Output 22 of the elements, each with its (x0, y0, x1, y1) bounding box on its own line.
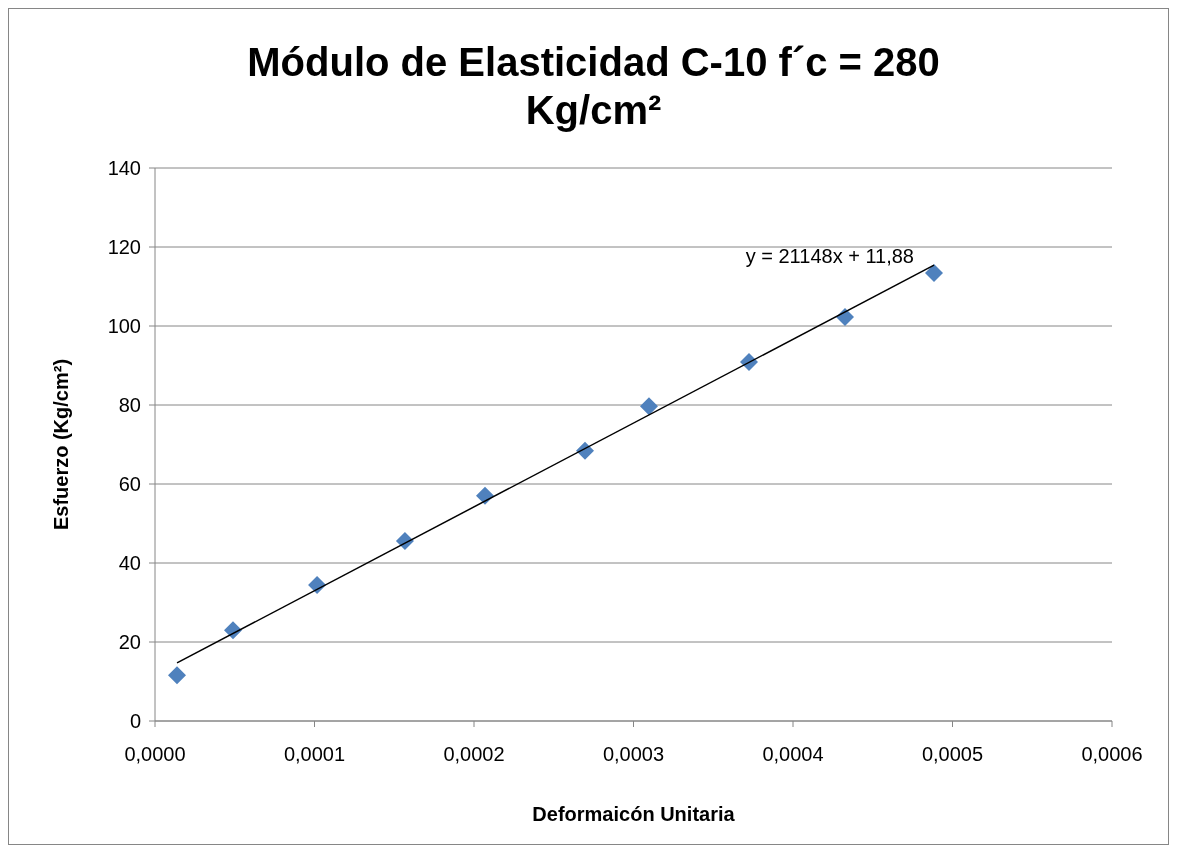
x-tick-label: 0,0000 (124, 743, 186, 765)
y-tick-label: 100 (107, 315, 141, 337)
chart-title: Módulo de Elasticidad C-10 f´c = 280 Kg/cm² (247, 40, 940, 132)
y-tick-label: 20 (118, 631, 141, 653)
y-tick-label: 60 (118, 473, 141, 495)
y-tick-label: 120 (107, 236, 141, 258)
x-tick-label: 0,0006 (1081, 743, 1143, 765)
y-tick-label: 140 (107, 157, 141, 179)
x-tick-label: 0,0003 (602, 743, 665, 765)
x-tick-label: 0,0001 (283, 743, 346, 765)
y-axis-title: Esfuerzo (Kg/cm²) (50, 358, 72, 531)
y-tick-label: 0 (129, 710, 141, 732)
x-axis-title: Deformaicón Unitaria (532, 803, 736, 825)
point (168, 666, 187, 685)
y-tick-label: 40 (118, 552, 141, 574)
x-tick-label: 0,0004 (762, 743, 824, 765)
x-tick-label: 0,0002 (443, 743, 505, 765)
point (639, 397, 658, 416)
y-tick-label: 80 (118, 394, 141, 416)
point (925, 264, 943, 283)
x-tick-label: 0,0005 (921, 743, 984, 765)
annotation: y = 21148x + 11,88 (745, 245, 914, 268)
